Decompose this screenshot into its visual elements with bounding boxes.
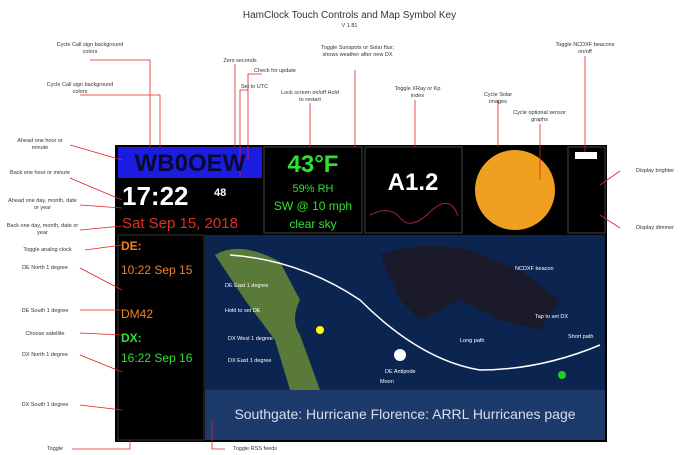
panel-text: WB0OEW <box>135 150 246 177</box>
panel-text: 48 <box>214 187 226 199</box>
annotation: Toggle analog clock <box>10 247 85 254</box>
panel-text: 16:22 Sep 16 <box>121 351 193 365</box>
annotation: Back one hour or minute <box>10 170 70 177</box>
annotation: Check for update <box>250 68 300 75</box>
moon <box>394 349 406 361</box>
sun <box>475 150 555 230</box>
annotation: Set to UTC <box>232 84 277 91</box>
map-label: DX East 1 degree <box>228 358 271 364</box>
panel-text: 43°F <box>288 151 339 178</box>
map-label: DE East 1 degree <box>225 283 268 289</box>
annotation: Zero seconds <box>215 58 265 65</box>
callout-line <box>80 95 160 147</box>
annotation: Choose satellite <box>10 331 80 338</box>
annotation: DX North 1 degree <box>10 352 80 359</box>
de-marker <box>316 326 324 334</box>
callout-line <box>70 178 122 200</box>
map-label: Hold to set DE <box>225 308 261 314</box>
panel-text: DE: <box>121 239 142 253</box>
map-label: Long path <box>460 338 484 344</box>
annotation: Ahead one hour or minute <box>10 138 70 151</box>
map-label: Moon <box>380 379 394 385</box>
annotation: DE North 1 degree <box>10 265 80 272</box>
map-label: DE Antipode <box>385 369 416 375</box>
map-label: Short path <box>568 334 593 340</box>
annotation: Display dimmer <box>620 225 690 232</box>
panel-text: Sat Sep 15, 2018 <box>122 215 238 232</box>
annotation: DE South 1 degree <box>10 308 80 315</box>
annotation: Display brighter <box>620 168 690 175</box>
annotation: Toggle RSS feeds <box>225 446 285 453</box>
annotation: Back one day, month, date or year <box>5 223 80 236</box>
callout-line <box>90 60 150 147</box>
panel-text: Southgate: Hurricane Florence: ARRL Hurr… <box>234 406 575 422</box>
annotation: Toggle NCDXF beacons on/off <box>555 42 615 55</box>
screenshot: WB0OEW 17:22 48 Sat Sep 15, 2018 43°F 59% RH S… <box>0 0 699 455</box>
callout-line <box>70 145 122 160</box>
annotation: Ahead one day, month, date or year <box>5 198 80 211</box>
map-label: NCDXF beacon <box>515 266 554 272</box>
annotation: Lock screen on/off Hold to restart <box>280 90 340 103</box>
title: HamClock Touch Controls and Map Symbol K… <box>0 10 699 21</box>
panel-text: SW @ 10 mph <box>274 199 352 213</box>
version: V 1.81 <box>0 23 699 29</box>
panel-text: 10:22 Sep 15 <box>121 263 193 277</box>
annotation: Toggle Sunspots or Solar flux; shows wea… <box>320 45 395 58</box>
annotation: Cycle Call sign background colors <box>55 42 125 55</box>
panel-text: A1.2 <box>388 169 439 196</box>
panel-text: 17:22 <box>122 181 189 211</box>
annotation: Cycle Solar images <box>478 92 518 105</box>
annotation: Cycle Call sign background colors <box>45 82 115 95</box>
panel-text: DX: <box>121 331 142 345</box>
annotation: Toggle XRay or Kp index <box>390 86 445 99</box>
panel-text: clear sky <box>289 217 336 231</box>
dx-marker <box>558 371 566 379</box>
panel-text: DM42 <box>121 307 153 321</box>
annotation: DX South 1 degree <box>10 402 80 409</box>
annotation: Cycle optional sensor graphs <box>512 110 567 123</box>
page: WB0OEW 17:22 48 Sat Sep 15, 2018 43°F 59% RH S… <box>0 0 699 455</box>
annotation: Toggle <box>35 446 75 453</box>
map-label: Tap to set DX <box>535 314 568 320</box>
panel-text: 59% RH <box>293 183 334 195</box>
beacon-button[interactable] <box>575 152 597 159</box>
map-label: DX West 1 degree <box>228 336 273 342</box>
